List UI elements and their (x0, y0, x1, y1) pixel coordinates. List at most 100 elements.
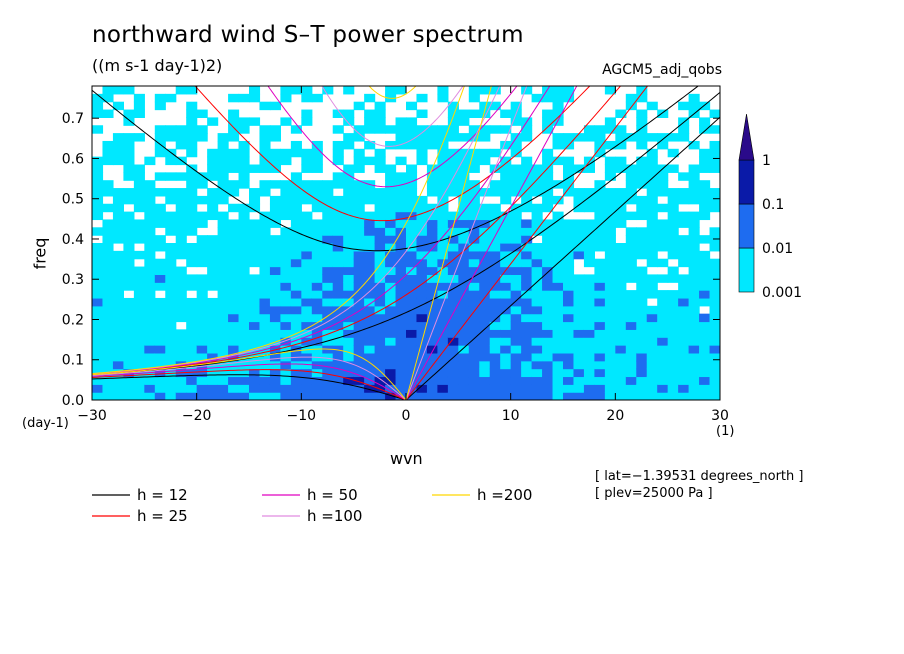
heat-cell (625, 392, 637, 400)
heat-cell (322, 282, 334, 291)
heat-cell (186, 164, 198, 173)
heat-cell (175, 282, 187, 291)
heat-cell (374, 266, 386, 275)
heat-cell (238, 203, 250, 213)
heat-cell (112, 345, 124, 354)
heat-cell (154, 219, 166, 228)
heat-cell (688, 352, 700, 362)
heat-cell (646, 352, 658, 362)
heat-cell (249, 195, 261, 205)
heat-cell (416, 227, 428, 236)
heat-cell (583, 133, 595, 142)
heat-cell (92, 164, 104, 173)
heat-cell (678, 250, 690, 260)
heat-cell (636, 266, 648, 275)
heat-cell (228, 227, 240, 236)
heat-cell (332, 148, 344, 158)
heat-cell (625, 258, 637, 268)
heat-cell (458, 117, 470, 126)
heat-cell (657, 274, 669, 283)
heat-cell (395, 243, 407, 252)
heat-cell (259, 258, 271, 268)
heat-cell (667, 329, 679, 338)
heat-cell (406, 164, 418, 173)
heat-cell (667, 337, 679, 346)
heat-cell (657, 376, 669, 385)
heat-cell (269, 211, 281, 221)
heat-cell (175, 203, 187, 213)
heat-cell (165, 352, 177, 362)
heat-cell (353, 321, 365, 330)
heat-cell (489, 125, 501, 134)
heat-cell (343, 243, 355, 252)
heat-cell (500, 180, 512, 189)
heat-cell (657, 133, 669, 142)
heat-cell (196, 180, 208, 189)
heat-cell (709, 266, 720, 275)
heat-cell (207, 337, 219, 346)
heat-cell (521, 86, 533, 95)
heat-cell (217, 376, 229, 385)
heat-cell (217, 250, 229, 260)
heat-cell (699, 164, 711, 173)
heat-cell (604, 360, 616, 370)
heat-cell (542, 188, 554, 197)
heat-cell (542, 290, 554, 299)
heat-cell (521, 368, 533, 378)
heat-cell (322, 352, 334, 362)
heat-cell (353, 219, 365, 228)
heat-cell (406, 125, 418, 134)
heat-cell (353, 360, 365, 370)
heat-cell (364, 360, 376, 370)
heat-cell (604, 321, 616, 330)
heat-cell (165, 337, 177, 346)
heat-cell (406, 188, 418, 197)
heat-cell (280, 243, 292, 252)
heat-cell (416, 211, 428, 221)
heat-cell (301, 164, 313, 173)
heat-cell (280, 86, 292, 95)
heat-cell (217, 313, 229, 323)
heat-cell (269, 203, 281, 213)
heat-cell (667, 384, 679, 393)
heat-cell (259, 352, 271, 362)
heat-cell (311, 392, 323, 400)
heat-cell (521, 219, 533, 228)
heat-cell (479, 125, 491, 134)
heat-cell (678, 101, 690, 111)
heat-cell (353, 274, 365, 283)
heat-cell (92, 188, 104, 197)
heat-cell (102, 180, 114, 189)
heat-cell (437, 337, 449, 346)
heat-cell (636, 376, 648, 385)
heat-cell (709, 352, 720, 362)
heat-cell (238, 337, 250, 346)
heat-cell (699, 274, 711, 283)
heat-cell (426, 125, 438, 134)
heat-cell (542, 392, 554, 400)
heat-cell (426, 140, 438, 150)
heat-cell (625, 211, 637, 221)
heat-cell (332, 172, 344, 181)
heat-cell (249, 384, 261, 393)
heat-cell (385, 290, 397, 299)
heat-cell (667, 345, 679, 354)
heat-cell (364, 392, 376, 400)
heat-cell (510, 258, 522, 268)
heat-cell (301, 195, 313, 205)
heat-cell (217, 140, 229, 150)
heat-cell (531, 337, 543, 346)
heat-cell (228, 243, 240, 252)
heat-cell (144, 313, 156, 323)
heat-cell (353, 384, 365, 393)
heat-cell (112, 352, 124, 362)
heat-cell (510, 266, 522, 275)
heat-cell (699, 368, 711, 378)
heat-cell (175, 376, 187, 385)
heat-cell (290, 243, 302, 252)
heat-cell (269, 164, 281, 173)
heat-cell (290, 297, 302, 307)
heat-cell (573, 235, 585, 244)
heat-cell (699, 156, 711, 166)
heat-cell (636, 297, 648, 307)
